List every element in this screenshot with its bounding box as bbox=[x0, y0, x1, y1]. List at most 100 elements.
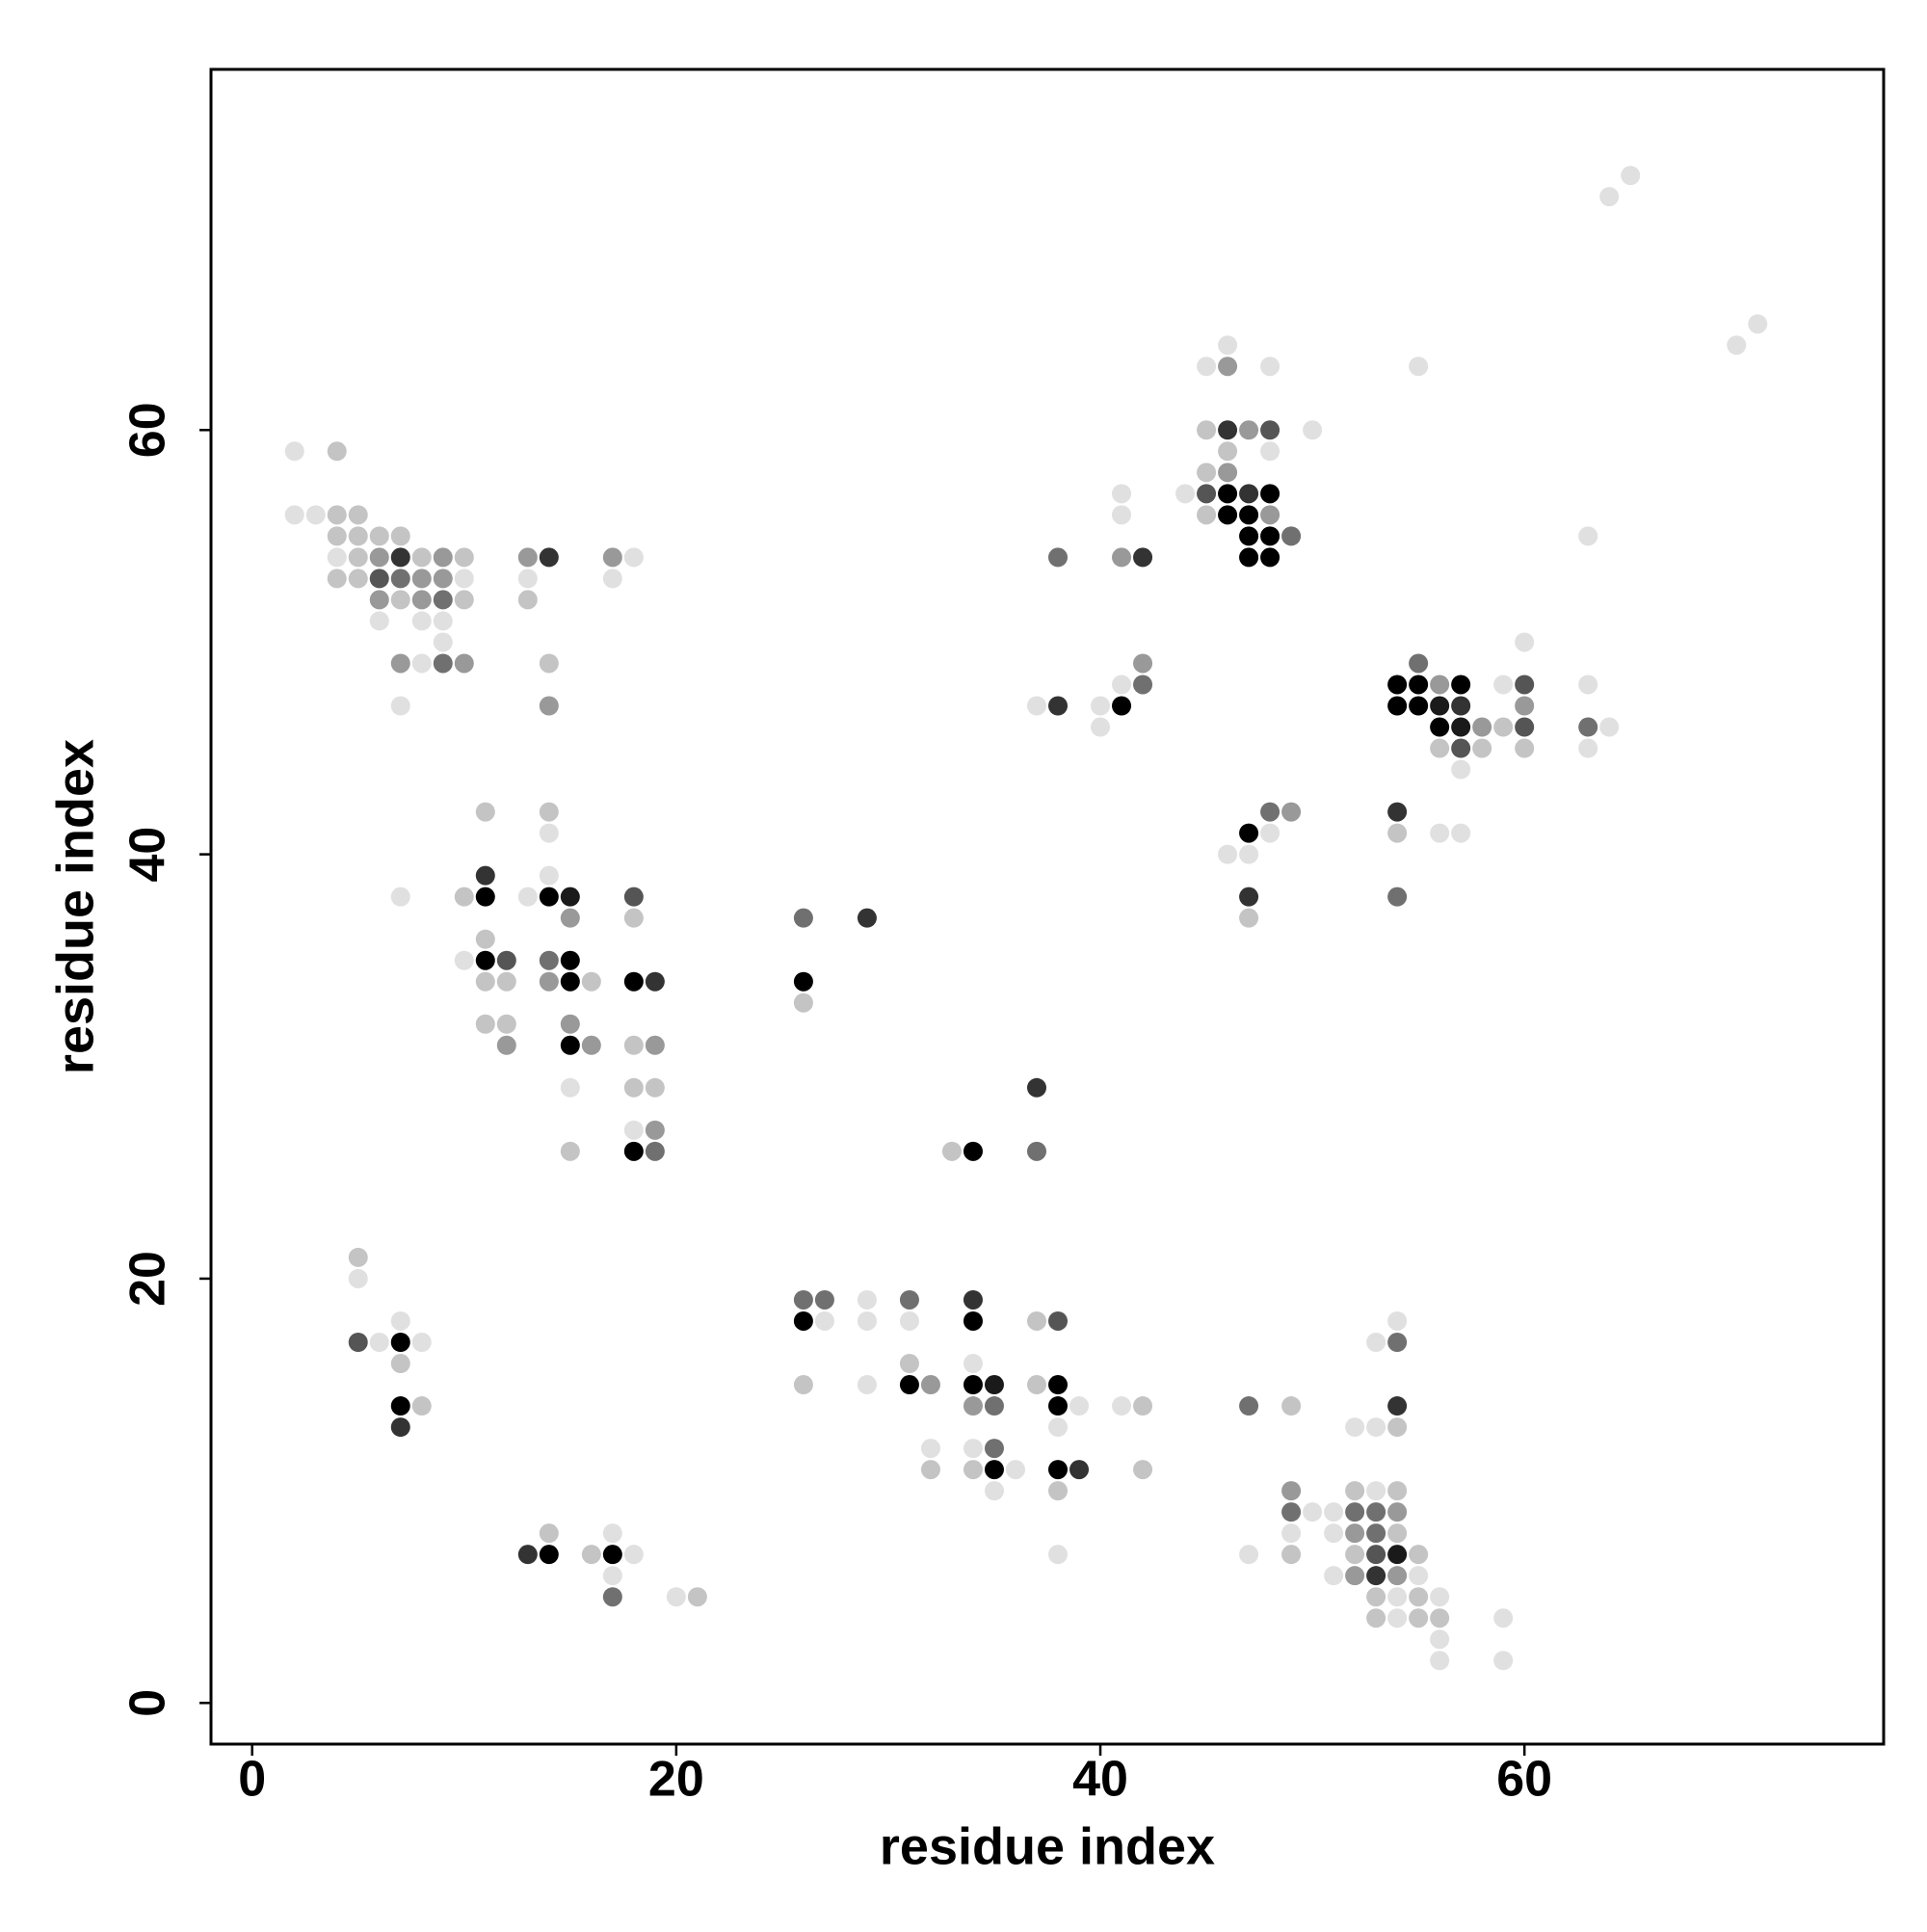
contact-point bbox=[623, 1077, 644, 1098]
contact-point bbox=[411, 611, 432, 631]
contact-point bbox=[539, 1523, 559, 1544]
x-tick-label: 40 bbox=[1072, 1752, 1128, 1808]
contact-point bbox=[1239, 823, 1259, 843]
contact-point bbox=[369, 526, 389, 546]
contact-point bbox=[1239, 887, 1259, 907]
contact-point bbox=[1387, 1396, 1408, 1416]
contact-point bbox=[1112, 1396, 1132, 1416]
contact-point bbox=[1430, 1587, 1450, 1607]
contact-point bbox=[920, 1460, 940, 1480]
contact-point bbox=[1727, 335, 1747, 356]
contact-point bbox=[390, 696, 410, 716]
contact-point bbox=[475, 950, 495, 970]
contact-point bbox=[602, 547, 622, 568]
contact-point bbox=[1239, 526, 1259, 546]
contact-point bbox=[1218, 357, 1238, 377]
contact-point bbox=[1175, 484, 1196, 504]
contact-point bbox=[560, 1141, 580, 1161]
contact-point bbox=[1515, 738, 1535, 758]
contact-point bbox=[475, 865, 495, 886]
contact-point bbox=[1260, 823, 1280, 843]
contact-point bbox=[984, 1375, 1004, 1395]
contact-point bbox=[1578, 526, 1598, 546]
contact-point bbox=[920, 1375, 940, 1395]
contact-point bbox=[602, 1587, 622, 1607]
contact-point bbox=[1409, 696, 1429, 716]
contact-point bbox=[1409, 357, 1429, 377]
contact-point bbox=[1026, 696, 1046, 716]
contact-point bbox=[1387, 1545, 1408, 1565]
contact-point bbox=[539, 1545, 559, 1565]
contact-point bbox=[1366, 1545, 1386, 1565]
contact-point bbox=[411, 590, 432, 610]
contact-point bbox=[1430, 823, 1450, 843]
point-group bbox=[390, 420, 1471, 1586]
contact-point bbox=[1091, 717, 1111, 737]
contact-point bbox=[1218, 420, 1238, 440]
contact-point bbox=[1260, 526, 1280, 546]
contact-point bbox=[517, 887, 538, 907]
contact-point bbox=[1260, 547, 1280, 568]
contact-point bbox=[623, 1545, 644, 1565]
contact-point bbox=[1451, 823, 1471, 843]
point-group bbox=[390, 526, 1598, 1607]
contact-point bbox=[1048, 1460, 1069, 1480]
contact-point bbox=[348, 526, 368, 546]
contact-point bbox=[390, 590, 410, 610]
contact-point bbox=[496, 1014, 516, 1034]
contact-point bbox=[560, 908, 580, 928]
contact-point bbox=[1048, 1396, 1069, 1416]
contact-point bbox=[1133, 1460, 1153, 1480]
contact-point bbox=[1218, 484, 1238, 504]
contact-point bbox=[1345, 1566, 1365, 1586]
contact-point bbox=[1303, 1502, 1323, 1522]
contact-point bbox=[1197, 357, 1217, 377]
contact-point bbox=[602, 1523, 622, 1544]
contact-point bbox=[348, 569, 368, 589]
contact-point bbox=[645, 1035, 665, 1055]
contact-point bbox=[1493, 717, 1514, 737]
contact-point bbox=[1387, 1587, 1408, 1607]
contact-point bbox=[433, 547, 453, 568]
point-group bbox=[369, 357, 1535, 1586]
contact-point bbox=[1599, 187, 1620, 207]
contact-point bbox=[793, 1310, 813, 1331]
contact-point bbox=[1324, 1523, 1344, 1544]
contact-point bbox=[539, 696, 559, 716]
contact-point bbox=[1366, 1333, 1386, 1353]
contact-point bbox=[1493, 1651, 1514, 1671]
contact-point bbox=[284, 441, 304, 462]
point-group bbox=[348, 420, 1535, 1565]
contact-point bbox=[1366, 1481, 1386, 1501]
contact-point bbox=[1239, 1545, 1259, 1565]
contact-point bbox=[1260, 420, 1280, 440]
contact-point bbox=[1218, 335, 1238, 356]
contact-point bbox=[454, 887, 474, 907]
contact-point bbox=[348, 1333, 368, 1353]
contact-point bbox=[1281, 1545, 1302, 1565]
contact-point bbox=[1260, 441, 1280, 462]
y-tick-label: 40 bbox=[120, 827, 176, 883]
contact-point bbox=[539, 547, 559, 568]
contact-point bbox=[1430, 1608, 1450, 1628]
y-tick-label: 60 bbox=[120, 402, 176, 458]
contact-point bbox=[369, 569, 389, 589]
contact-point bbox=[1026, 1310, 1046, 1331]
contact-point bbox=[1430, 696, 1450, 716]
contact-point bbox=[1324, 1566, 1344, 1586]
contact-point bbox=[1239, 908, 1259, 928]
contact-point bbox=[1345, 1417, 1365, 1438]
contact-point bbox=[1324, 1502, 1344, 1522]
contact-point bbox=[1048, 1375, 1069, 1395]
contact-point bbox=[369, 547, 389, 568]
point-group bbox=[284, 166, 1768, 1671]
contact-point bbox=[941, 1141, 962, 1161]
contact-point bbox=[1026, 1375, 1046, 1395]
contact-point bbox=[327, 569, 347, 589]
contact-point bbox=[1430, 675, 1450, 695]
contact-point bbox=[1048, 1417, 1069, 1438]
contact-point bbox=[454, 950, 474, 970]
contact-point bbox=[560, 887, 580, 907]
contact-point bbox=[390, 547, 410, 568]
